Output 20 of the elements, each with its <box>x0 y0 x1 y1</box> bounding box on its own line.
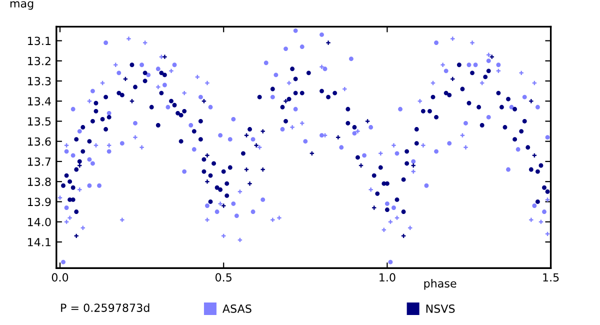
y-tick-label: 13.9 <box>28 198 51 206</box>
text: P = 0.2597873d <box>61 303 150 312</box>
y-axis-title: mag <box>10 1 34 10</box>
legend-label: NSVS <box>426 304 455 313</box>
x-tick-label: 0.0 <box>52 273 68 282</box>
y-tick-label: 14.0 <box>28 218 51 226</box>
y-tick-label: 14.1 <box>28 238 51 246</box>
x-tick-label: 0.5 <box>215 273 232 282</box>
x-tick-label: 1.5 <box>543 273 559 282</box>
y-tick-label: 13.6 <box>28 137 51 146</box>
y-tick-label: 13.5 <box>28 117 51 126</box>
y-tick-label: 13.8 <box>28 178 51 186</box>
y-tick-label: 13.7 <box>28 157 51 166</box>
y-tick-label: 13.3 <box>28 76 51 86</box>
x-axis-title: phase <box>424 278 456 290</box>
legend-label: ASAS <box>222 304 252 313</box>
y-tick-label: 13.4 <box>28 97 51 106</box>
x-tick-label: 1.0 <box>380 273 396 282</box>
y-tick-label: 13.1 <box>28 36 51 46</box>
y-tick-label: 13.2 <box>28 56 50 66</box>
